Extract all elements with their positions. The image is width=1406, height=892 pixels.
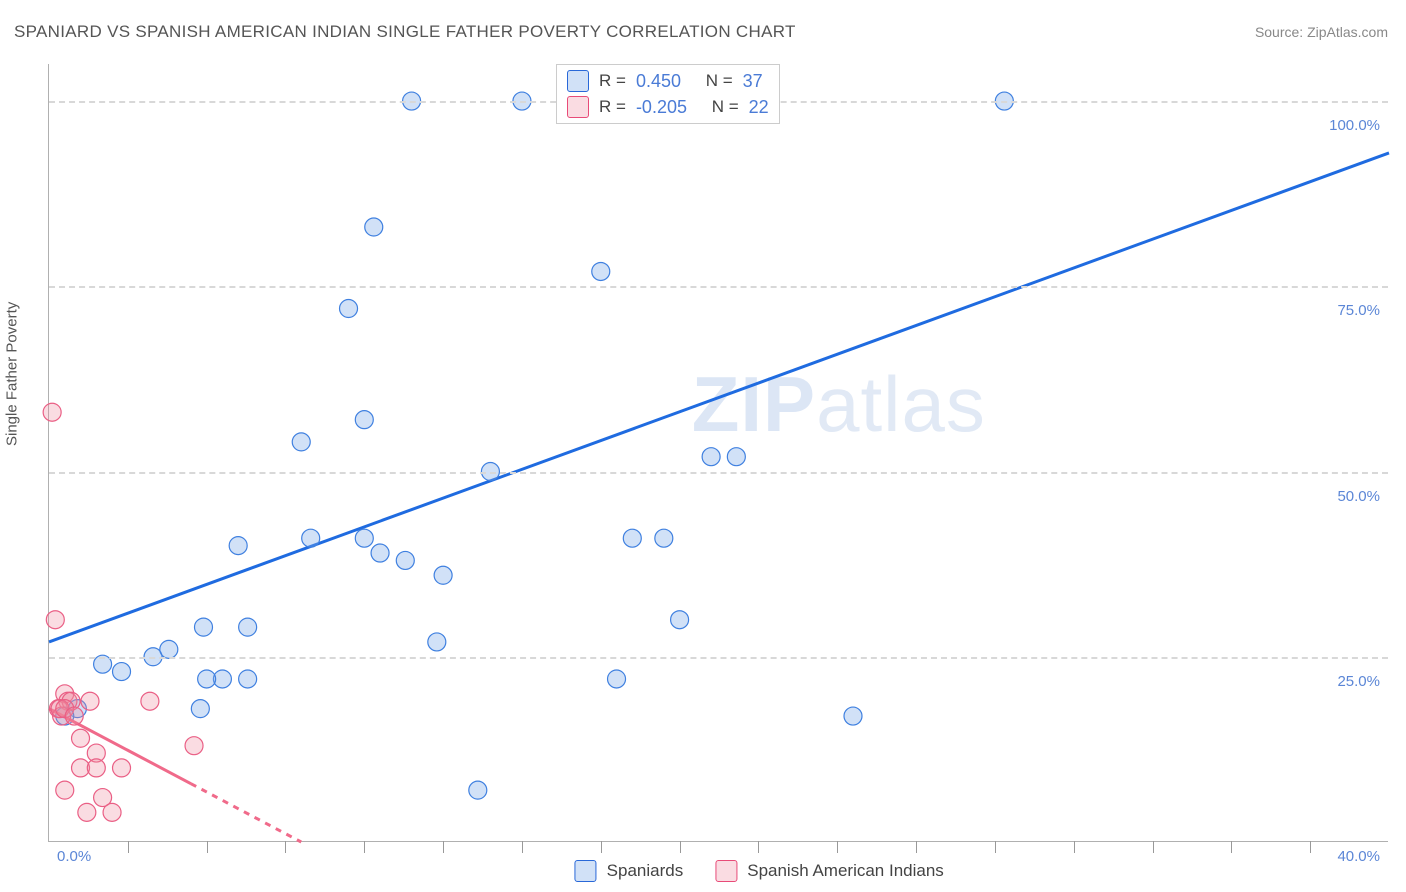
data-point [428, 633, 446, 651]
data-point [113, 663, 131, 681]
square-icon [715, 860, 737, 882]
data-point [844, 707, 862, 725]
x-tick [601, 841, 602, 853]
x-tick [364, 841, 365, 853]
x-tick [128, 841, 129, 853]
x-tick [680, 841, 681, 853]
data-point [46, 611, 64, 629]
data-point [655, 529, 673, 547]
stats-box: R = 0.450 N = 37 R = -0.205 N = 22 [556, 64, 780, 124]
stat-n-value: 37 [743, 71, 763, 92]
data-point [469, 781, 487, 799]
stat-n-label: N = [706, 71, 733, 91]
data-point [56, 781, 74, 799]
data-point [78, 803, 96, 821]
stat-r-label: R = [599, 97, 626, 117]
data-point [113, 759, 131, 777]
data-point [72, 729, 90, 747]
data-point [191, 700, 209, 718]
x-tick [285, 841, 286, 853]
stat-r-value: -0.205 [636, 97, 687, 118]
data-point [365, 218, 383, 236]
x-tick [1231, 841, 1232, 853]
square-icon [575, 860, 597, 882]
plot-area: ZIPatlas 25.0%50.0%75.0%100.0%0.0%40.0% [48, 64, 1388, 842]
data-point [702, 448, 720, 466]
x-tick [837, 841, 838, 853]
data-point [340, 300, 358, 318]
data-point [292, 433, 310, 451]
data-point [727, 448, 745, 466]
y-tick-label: 25.0% [1337, 673, 1380, 690]
x-tick [1153, 841, 1154, 853]
x-tick [1310, 841, 1311, 853]
data-point [608, 670, 626, 688]
x-tick-label: 0.0% [57, 848, 91, 865]
data-point [396, 551, 414, 569]
x-tick [916, 841, 917, 853]
data-point [43, 403, 61, 421]
y-axis-label: Single Father Poverty [4, 302, 21, 446]
chart-svg [49, 64, 1388, 841]
source-label: Source: ZipAtlas.com [1255, 24, 1388, 40]
data-point [185, 737, 203, 755]
data-point [355, 529, 373, 547]
data-point [198, 670, 216, 688]
x-tick-label: 40.0% [1337, 848, 1380, 865]
data-point [81, 692, 99, 710]
x-tick [758, 841, 759, 853]
x-tick [207, 841, 208, 853]
trend-line [191, 784, 301, 842]
stat-r-label: R = [599, 71, 626, 91]
gridline [49, 472, 1388, 474]
data-point [239, 618, 257, 636]
stats-row-spaniards: R = 0.450 N = 37 [567, 68, 769, 94]
x-tick [443, 841, 444, 853]
data-point [592, 262, 610, 280]
legend-label-spanish-american-indians: Spanish American Indians [747, 861, 944, 881]
square-icon [567, 96, 589, 118]
data-point [103, 803, 121, 821]
x-tick [522, 841, 523, 853]
data-point [623, 529, 641, 547]
data-point [302, 529, 320, 547]
chart-title: SPANIARD VS SPANISH AMERICAN INDIAN SING… [14, 22, 796, 42]
data-point [355, 411, 373, 429]
stat-n-value: 22 [749, 97, 769, 118]
y-tick-label: 75.0% [1337, 302, 1380, 319]
y-tick-label: 50.0% [1337, 488, 1380, 505]
data-point [434, 566, 452, 584]
x-tick [1074, 841, 1075, 853]
data-point [371, 544, 389, 562]
legend-label-spaniards: Spaniards [607, 861, 684, 881]
data-point [160, 640, 178, 658]
gridline [49, 286, 1388, 288]
stat-r-value: 0.450 [636, 71, 681, 92]
square-icon [567, 70, 589, 92]
data-point [141, 692, 159, 710]
stats-row-spanish-american-indians: R = -0.205 N = 22 [567, 94, 769, 120]
legend: Spaniards Spanish American Indians [575, 860, 944, 882]
gridline [49, 657, 1388, 659]
x-tick [995, 841, 996, 853]
data-point [87, 759, 105, 777]
data-point [671, 611, 689, 629]
trend-line [49, 153, 1389, 642]
y-tick-label: 100.0% [1329, 117, 1380, 134]
stat-n-label: N = [712, 97, 739, 117]
data-point [239, 670, 257, 688]
data-point [229, 537, 247, 555]
data-point [65, 707, 83, 725]
data-point [194, 618, 212, 636]
